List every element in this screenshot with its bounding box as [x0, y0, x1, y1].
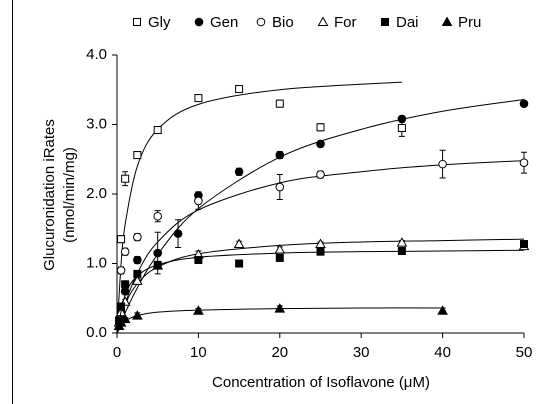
data-point — [119, 313, 131, 324]
data-point — [234, 167, 244, 177]
data-point — [437, 305, 448, 315]
fit-curve — [116, 98, 525, 334]
x-tick-label: 10 — [190, 344, 207, 361]
data-point — [316, 247, 325, 256]
data-point — [153, 260, 162, 269]
data-point — [194, 256, 203, 265]
legend-marker — [441, 16, 453, 26]
legend-label: Pru — [458, 14, 481, 31]
data-point — [397, 114, 407, 124]
data-point — [520, 240, 528, 249]
data-point — [316, 139, 325, 149]
y-axis-label: Glucuronidation iRates — [41, 119, 58, 271]
legend-marker — [256, 17, 266, 27]
y-tick-label: 2.0 — [86, 185, 107, 202]
y-tick-label: 3.0 — [86, 115, 107, 132]
legend-marker — [194, 17, 204, 27]
x-tick-label: 40 — [434, 344, 451, 361]
fit-curve — [116, 160, 525, 334]
y-tick-label: 1.0 — [86, 254, 107, 271]
x-tick-label: 50 — [516, 344, 533, 361]
data-point — [121, 280, 130, 289]
data-point — [173, 229, 183, 238]
legend-label: Gly — [148, 14, 171, 31]
data-point — [316, 123, 325, 132]
data-point — [153, 126, 162, 135]
data-point — [519, 99, 529, 108]
data-point — [133, 151, 142, 160]
data-point — [275, 182, 285, 192]
data-point — [131, 275, 143, 285]
data-point — [120, 247, 130, 256]
data-point — [193, 305, 204, 315]
legend-marker — [133, 18, 141, 26]
data-point — [275, 99, 284, 108]
data-point — [117, 302, 126, 311]
data-point — [274, 303, 286, 313]
legend-label: Dai — [396, 14, 419, 31]
legend-label: Gen — [210, 14, 238, 31]
y-axis-label: (nmol/min/mg) — [61, 147, 78, 243]
x-tick-label: 20 — [271, 344, 288, 361]
y-tick-label: 0.0 — [86, 324, 107, 341]
data-point — [116, 266, 126, 275]
data-point — [397, 123, 406, 132]
fit-curve — [116, 81, 402, 334]
data-point — [438, 159, 447, 169]
data-point — [133, 269, 142, 278]
x-axis-label: Concentration of Isoflavone (μM) — [212, 374, 430, 391]
data-point — [396, 237, 408, 247]
data-point — [194, 196, 203, 206]
legend-marker — [381, 18, 389, 26]
data-point — [235, 85, 244, 94]
x-tick-label: 0 — [113, 344, 121, 361]
legend-label: For — [334, 14, 357, 31]
fit-curve — [116, 238, 525, 334]
legend-label: Bio — [272, 14, 294, 31]
data-point — [233, 238, 245, 249]
data-point — [275, 253, 284, 262]
data-point — [235, 259, 244, 268]
data-point — [194, 94, 203, 103]
data-point — [153, 248, 162, 258]
data-point — [117, 235, 126, 244]
y-tick-label: 4.0 — [86, 46, 107, 63]
data-point — [275, 150, 285, 160]
data-point — [519, 158, 529, 168]
data-point — [153, 211, 162, 221]
data-point — [397, 246, 406, 255]
fit-curve — [116, 249, 525, 334]
legend-marker — [317, 16, 329, 26]
x-tick-label: 30 — [353, 344, 370, 361]
data-point — [133, 232, 142, 242]
data-point — [131, 310, 143, 320]
data-point — [315, 238, 326, 249]
data-point — [316, 170, 325, 179]
data-point — [133, 255, 142, 265]
data-point — [121, 174, 130, 183]
